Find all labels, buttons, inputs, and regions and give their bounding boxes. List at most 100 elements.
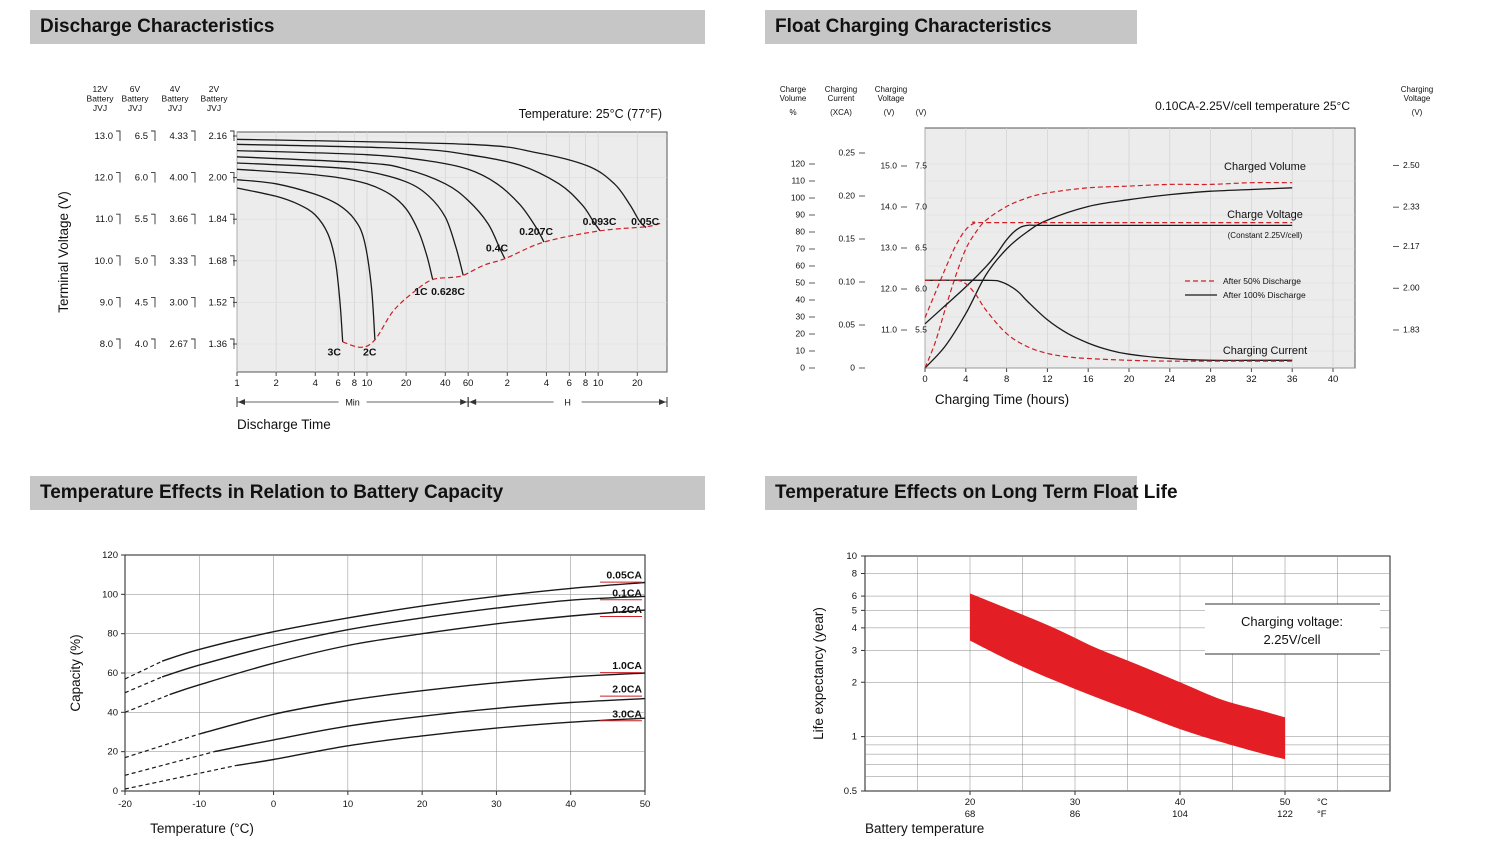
svg-text:(XCA): (XCA) <box>830 108 852 117</box>
svg-text:20: 20 <box>401 378 412 389</box>
svg-text:80: 80 <box>796 227 806 237</box>
svg-text:0.1CA: 0.1CA <box>612 587 642 599</box>
svg-text:Voltage: Voltage <box>1404 94 1431 103</box>
svg-text:Charge: Charge <box>780 85 807 94</box>
svg-text:36: 36 <box>1287 374 1298 385</box>
svg-text:Charging: Charging <box>1401 85 1433 94</box>
svg-text:0.25: 0.25 <box>838 148 855 158</box>
panel-discharge-characteristics: Discharge Characteristics 12V Battery JVJ 1… <box>30 10 705 465</box>
svg-text:40: 40 <box>107 707 118 718</box>
svg-text:3.66: 3.66 <box>170 214 189 225</box>
svg-text:0.05: 0.05 <box>838 320 855 330</box>
svg-text:(V): (V) <box>884 108 895 117</box>
svg-text:1.83: 1.83 <box>1403 325 1420 335</box>
panel-title-temperature-capacity: Temperature Effects in Relation to Batte… <box>30 476 705 510</box>
svg-text:0.05CA: 0.05CA <box>606 570 642 582</box>
svg-text:0.15: 0.15 <box>838 234 855 244</box>
svg-text:Charging Time (hours): Charging Time (hours) <box>935 392 1069 407</box>
svg-text:4.0: 4.0 <box>135 339 148 350</box>
svg-text:122: 122 <box>1277 809 1293 820</box>
svg-text:2.16: 2.16 <box>209 131 228 142</box>
svg-text:6: 6 <box>336 378 341 389</box>
svg-text:3.00: 3.00 <box>170 297 189 308</box>
svg-text:JVJ: JVJ <box>93 103 107 113</box>
svg-text:0: 0 <box>922 374 927 385</box>
svg-text:2V: 2V <box>209 84 220 94</box>
svg-text:1C: 1C <box>414 286 428 298</box>
svg-text:8: 8 <box>1004 374 1009 385</box>
svg-text:Battery: Battery <box>87 94 115 104</box>
svg-text:1.0CA: 1.0CA <box>612 660 642 672</box>
svg-text:13.0: 13.0 <box>95 131 114 142</box>
svg-text:6.0: 6.0 <box>135 173 148 184</box>
svg-text:8: 8 <box>852 569 857 580</box>
svg-text:40: 40 <box>796 295 806 305</box>
svg-text:2C: 2C <box>363 347 377 359</box>
svg-text:6V: 6V <box>130 84 141 94</box>
svg-text:2.17: 2.17 <box>1403 241 1420 251</box>
svg-text:0: 0 <box>850 363 855 373</box>
svg-text:2.67: 2.67 <box>170 339 189 350</box>
svg-text:68: 68 <box>965 809 976 820</box>
svg-text:(Constant 2.25V/cell): (Constant 2.25V/cell) <box>1228 231 1303 240</box>
svg-text:4: 4 <box>313 378 318 389</box>
svg-text:50: 50 <box>796 278 806 288</box>
svg-text:20: 20 <box>1124 374 1135 385</box>
svg-text:10: 10 <box>796 346 806 356</box>
svg-text:104: 104 <box>1172 809 1188 820</box>
svg-text:0: 0 <box>800 363 805 373</box>
svg-text:2.00: 2.00 <box>209 173 228 184</box>
svg-text:2.33: 2.33 <box>1403 202 1420 212</box>
svg-text:100: 100 <box>102 589 118 600</box>
svg-text:13.0: 13.0 <box>880 243 897 253</box>
svg-text:Battery temperature: Battery temperature <box>865 821 984 836</box>
svg-text:JVJ: JVJ <box>207 103 221 113</box>
svg-text:50: 50 <box>1280 797 1291 808</box>
svg-text:12V: 12V <box>92 84 107 94</box>
svg-text:40: 40 <box>440 378 451 389</box>
svg-text:4: 4 <box>963 374 968 385</box>
panel-float-charging: Float Charging Characteristics 0 4 8 12 16 20… <box>765 10 1457 465</box>
panel-temperature-capacity: Temperature Effects in Relation to Batte… <box>30 476 705 858</box>
svg-text:0.20: 0.20 <box>838 191 855 201</box>
svg-text:50: 50 <box>640 799 651 810</box>
svg-text:3: 3 <box>852 645 857 656</box>
svg-text:Volume: Volume <box>780 94 807 103</box>
svg-text:20: 20 <box>107 747 118 758</box>
svg-text:110: 110 <box>791 176 805 186</box>
svg-text:12.0: 12.0 <box>95 173 114 184</box>
svg-text:60: 60 <box>107 668 118 679</box>
svg-text:16: 16 <box>1083 374 1094 385</box>
svg-text:7.0: 7.0 <box>915 202 927 212</box>
svg-text:11.0: 11.0 <box>881 325 897 335</box>
panel-title-float-charging: Float Charging Characteristics <box>765 10 1137 44</box>
svg-text:Charged Volume: Charged Volume <box>1224 161 1306 173</box>
svg-text:2: 2 <box>273 378 278 389</box>
svg-text:28: 28 <box>1205 374 1216 385</box>
svg-text:Discharge Time: Discharge Time <box>237 417 331 432</box>
svg-text:5.5: 5.5 <box>135 214 148 225</box>
svg-text:0.05C: 0.05C <box>631 216 659 228</box>
svg-text:Charging voltage:: Charging voltage: <box>1241 614 1343 629</box>
discharge-characteristics-chart: 12VBatteryJVJ13.012.011.010.09.08.06VBat… <box>56 84 668 432</box>
svg-text:120: 120 <box>791 159 805 169</box>
svg-text:2.0CA: 2.0CA <box>612 684 642 696</box>
svg-text:10: 10 <box>362 378 373 389</box>
svg-text:30: 30 <box>1070 797 1081 808</box>
svg-text:5: 5 <box>852 605 857 616</box>
svg-text:0.10CA-2.25V/cell temperature: 0.10CA-2.25V/cell temperature 25°C <box>1155 99 1350 113</box>
svg-text:H: H <box>564 398 571 408</box>
svg-text:1: 1 <box>234 378 239 389</box>
svg-text:°F: °F <box>1317 809 1327 820</box>
svg-text:6.0: 6.0 <box>915 284 927 294</box>
panel-title-discharge: Discharge Characteristics <box>30 10 705 44</box>
svg-text:Charging Current: Charging Current <box>1223 345 1307 357</box>
svg-text:20: 20 <box>796 329 806 339</box>
svg-text:0.4C: 0.4C <box>486 243 509 255</box>
svg-text:30: 30 <box>796 312 806 322</box>
svg-text:1: 1 <box>852 732 857 743</box>
svg-text:0.093C: 0.093C <box>583 216 617 228</box>
svg-text:11.0: 11.0 <box>95 214 113 225</box>
svg-text:4.00: 4.00 <box>170 173 189 184</box>
